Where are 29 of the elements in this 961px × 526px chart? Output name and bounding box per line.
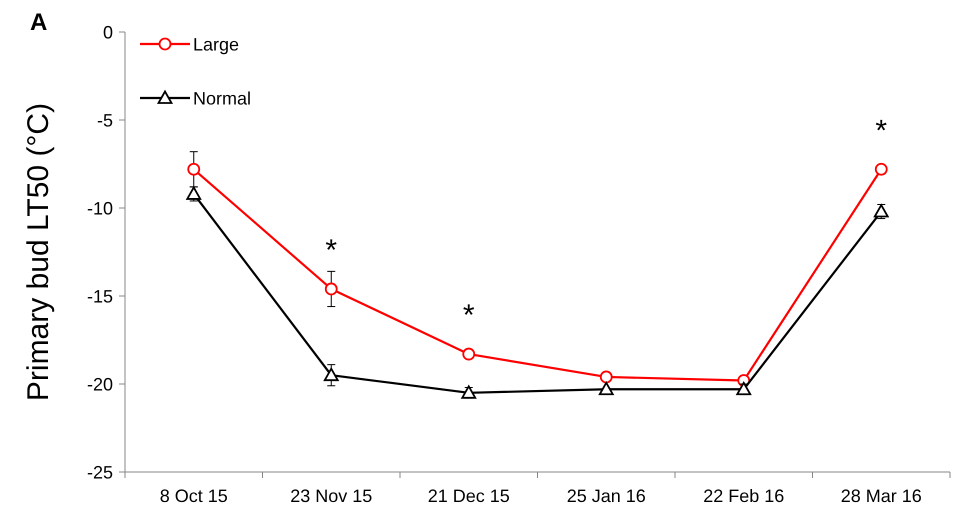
x-tick-label: 21 Dec 15 [428, 486, 510, 506]
point [187, 162, 200, 176]
annotation: * [875, 114, 888, 148]
point [736, 382, 752, 396]
x-tick-label: 25 Jan 16 [566, 486, 646, 506]
y-axis-title: Primary bud LT50 (°C) [22, 102, 55, 402]
point [461, 385, 476, 399]
point [324, 368, 339, 382]
annotation: * [462, 299, 475, 332]
point [324, 282, 338, 296]
point [874, 204, 889, 218]
x-tick-label: 8 Oct 15 [160, 486, 228, 506]
point [874, 162, 888, 176]
y-tick-label: -10 [86, 198, 113, 218]
point [600, 370, 613, 384]
y-tick-label: -25 [86, 462, 113, 482]
legend-label: Large [193, 34, 240, 54]
x-tick-label: 28 Mar 16 [840, 486, 922, 506]
y-tick-label: 0 [102, 22, 113, 42]
x-tick-label: 22 Feb 16 [703, 486, 784, 506]
y-tick-label: -5 [96, 110, 113, 130]
point [462, 348, 476, 360]
point [598, 382, 614, 396]
y-tick-label: -20 [86, 374, 113, 394]
y-tick-label: -15 [86, 286, 113, 306]
legend-label: Normal [193, 88, 252, 108]
annotation: * [325, 234, 338, 267]
x-tick-label: 23 Nov 15 [290, 486, 372, 506]
chart-title: A [30, 9, 48, 36]
